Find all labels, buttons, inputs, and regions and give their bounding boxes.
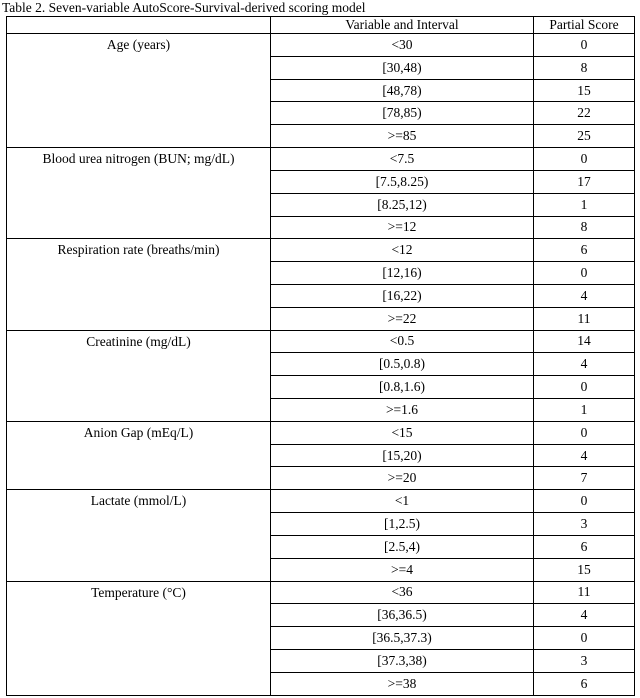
partial-score-cell: 4 xyxy=(533,352,635,377)
partial-score-cell: 1 xyxy=(533,192,635,217)
interval-cell: >=4 xyxy=(270,557,534,582)
partial-score-cell: 11 xyxy=(533,580,635,605)
table-row: >=38 6 xyxy=(7,671,635,697)
table-row: >=1.6 1 xyxy=(7,398,635,422)
partial-score-cell: 4 xyxy=(533,283,635,308)
partial-score-cell: 0 xyxy=(533,626,635,650)
interval-cell: <12 xyxy=(270,238,534,263)
variable-name-cell: Lactate (mmol/L) xyxy=(6,489,271,582)
partial-score-cell: 17 xyxy=(533,169,635,194)
interval-cell: >=22 xyxy=(270,306,534,331)
score-table-body: Age (years) <30 0 [30,48) 8 [48,78) 15 [78,85) 2… xyxy=(6,32,635,697)
table-row: [8.25,12) 1 xyxy=(7,192,635,217)
table-row: [1,2.5) 3 xyxy=(7,512,635,536)
interval-cell: <7.5 xyxy=(270,147,534,171)
interval-cell: [78,85) xyxy=(270,101,534,126)
partial-score-cell: 6 xyxy=(533,534,635,559)
partial-score-cell: 0 xyxy=(533,489,635,514)
interval-cell: [8.25,12) xyxy=(270,192,534,217)
table-row: [15,20) 4 xyxy=(7,443,635,468)
scoring-model-table: Variable and Interval Partial Score Age … xyxy=(6,16,635,697)
partial-score-cell: 0 xyxy=(533,420,635,445)
table-row: [12,16) 0 xyxy=(7,261,635,285)
interval-cell: [48,78) xyxy=(270,78,534,103)
interval-cell: >=85 xyxy=(270,124,534,149)
variable-name-cell: Creatinine (mg/dL) xyxy=(6,329,271,422)
variable-name-cell: Blood urea nitrogen (BUN; mg/dL) xyxy=(6,147,271,240)
partial-score-cell: 0 xyxy=(533,147,635,171)
table-row: Lactate (mmol/L) <1 0 xyxy=(6,489,635,582)
partial-score-cell: 7 xyxy=(533,466,635,491)
interval-cell: <0.5 xyxy=(270,329,534,354)
interval-cell: [7.5,8.25) xyxy=(270,169,534,194)
table-row: [37.3,38) 3 xyxy=(7,648,635,673)
table-row: Blood urea nitrogen (BUN; mg/dL) <7.5 0 xyxy=(6,147,635,240)
interval-cell: [16,22) xyxy=(270,283,534,308)
partial-score-cell: 14 xyxy=(533,329,635,354)
interval-cell: >=38 xyxy=(270,671,534,697)
table-caption: Table 2. Seven-variable AutoScore-Surviv… xyxy=(2,0,366,15)
variable-name-cell: Anion Gap (mEq/L) xyxy=(6,420,271,491)
interval-cell: [15,20) xyxy=(270,443,534,468)
table-row: Temperature (°C) <36 11 xyxy=(6,580,635,696)
table-row: [2.5,4) 6 xyxy=(7,534,635,559)
interval-cell: <15 xyxy=(270,420,534,445)
interval-cell: [36.5,37.3) xyxy=(270,626,534,650)
header-variable-name xyxy=(6,16,271,34)
partial-score-cell: 1 xyxy=(533,398,635,422)
interval-cell: >=12 xyxy=(270,215,534,240)
partial-score-cell: 0 xyxy=(533,261,635,285)
variable-name-cell: Respiration rate (breaths/min) xyxy=(6,238,271,331)
table-row: Anion Gap (mEq/L) <15 0 xyxy=(6,420,635,491)
table-row: >=22 11 xyxy=(7,306,635,331)
variable-name-cell: Age (years) xyxy=(6,32,271,149)
table-row: Creatinine (mg/dL) <0.5 14 xyxy=(6,329,635,422)
interval-cell: [0.5,0.8) xyxy=(270,352,534,377)
partial-score-cell: 6 xyxy=(533,671,635,697)
partial-score-cell: 3 xyxy=(533,512,635,536)
table-row: Age (years) <30 0 xyxy=(6,32,635,149)
partial-score-cell: 11 xyxy=(533,306,635,331)
interval-cell: [12,16) xyxy=(270,261,534,285)
header-row: Variable and Interval Partial Score xyxy=(6,16,635,34)
partial-score-cell: 4 xyxy=(533,603,635,628)
interval-cell: [37.3,38) xyxy=(270,648,534,673)
interval-cell: [36,36.5) xyxy=(270,603,534,628)
partial-score-cell: 22 xyxy=(533,101,635,126)
header-variable-interval: Variable and Interval xyxy=(270,16,534,34)
interval-cell: <36 xyxy=(270,580,534,605)
partial-score-cell: 8 xyxy=(533,55,635,80)
table-row: Respiration rate (breaths/min) <12 6 xyxy=(6,238,635,331)
partial-score-cell: 0 xyxy=(533,33,635,57)
partial-score-cell: 8 xyxy=(533,215,635,240)
table-row: [7.5,8.25) 17 xyxy=(7,169,635,194)
table-row: >=85 25 xyxy=(7,124,635,149)
partial-score-cell: 3 xyxy=(533,648,635,673)
partial-score-cell: 0 xyxy=(533,375,635,399)
variable-name-cell: Temperature (°C) xyxy=(6,580,271,696)
partial-score-cell: 6 xyxy=(533,238,635,263)
interval-cell: <1 xyxy=(270,489,534,514)
interval-cell: [2.5,4) xyxy=(270,534,534,559)
interval-cell: [30,48) xyxy=(270,55,534,80)
partial-score-cell: 4 xyxy=(533,443,635,468)
interval-cell: >=1.6 xyxy=(270,398,534,422)
partial-score-cell: 25 xyxy=(533,124,635,149)
table-row: >=12 8 xyxy=(7,215,635,240)
partial-score-cell: 15 xyxy=(533,78,635,103)
interval-cell: [0.8,1.6) xyxy=(270,375,534,399)
interval-cell: <30 xyxy=(270,33,534,57)
partial-score-cell: 15 xyxy=(533,557,635,582)
interval-cell: [1,2.5) xyxy=(270,512,534,536)
header-partial-score: Partial Score xyxy=(533,16,635,34)
interval-cell: >=20 xyxy=(270,466,534,491)
